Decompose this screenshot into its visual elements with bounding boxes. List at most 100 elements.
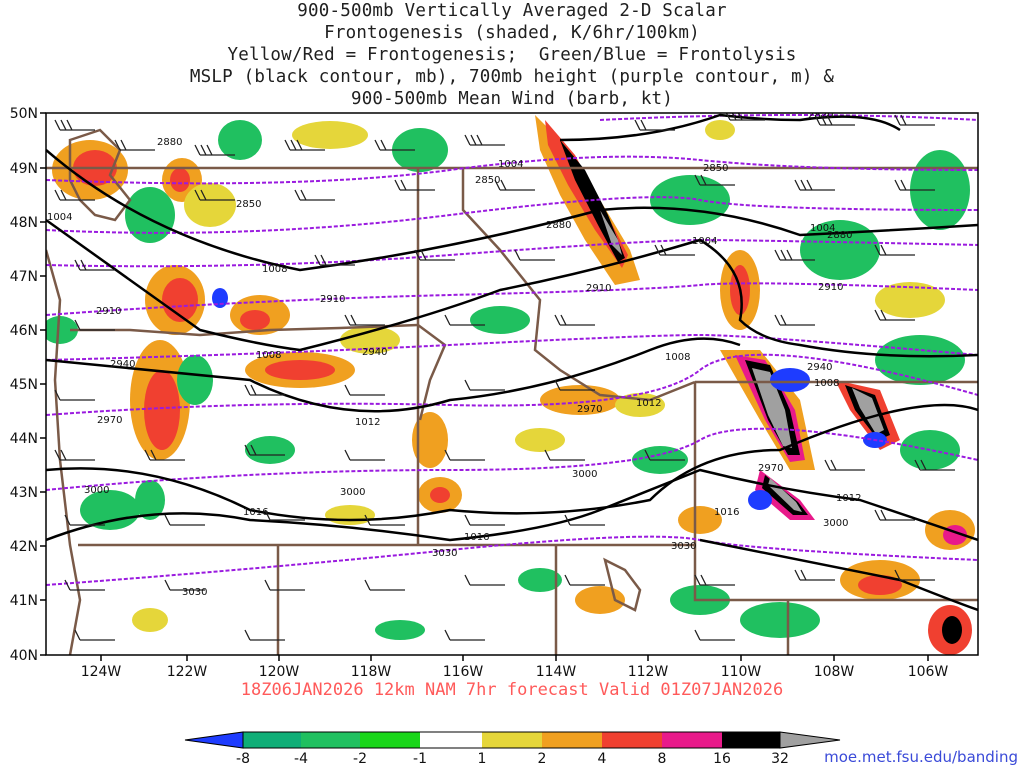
height-label: 2820	[808, 110, 833, 121]
mslp-label: 1016	[714, 507, 739, 518]
height-label: 2940	[362, 347, 387, 358]
colorbar-tick: 32	[771, 751, 789, 767]
mslp-label: 1012	[836, 493, 861, 504]
colorbar-segment	[602, 732, 662, 748]
frontogenesis-shading	[46, 115, 975, 655]
height-label: 2880	[546, 220, 571, 231]
height-label: 2970	[577, 404, 602, 415]
height-label: 2910	[818, 282, 843, 293]
height-label: 2970	[758, 463, 783, 474]
lon-label: 124W	[81, 664, 122, 680]
lat-label: 41N	[10, 593, 38, 609]
height-label: 2910	[96, 306, 121, 317]
height-label: 2910	[320, 294, 345, 305]
height-label: 2940	[110, 359, 135, 370]
lon-label: 114W	[536, 664, 577, 680]
colorbar-segment	[482, 732, 542, 748]
mslp-label: 1016	[464, 532, 489, 543]
mslp-label: 1004	[498, 159, 523, 170]
title-line-5: 900-500mb Mean Wind (barb, kt)	[350, 89, 674, 109]
height-label: 2970	[97, 415, 122, 426]
mslp-label: 1016	[243, 507, 268, 518]
colorbar-border	[242, 731, 781, 749]
colorbar-segment	[301, 732, 360, 748]
mslp-label: 1004	[692, 236, 717, 247]
colorbar-segment	[360, 732, 420, 748]
mslp-label: 1012	[636, 398, 661, 409]
title-line-3: Yellow/Red = Frontogenesis; Green/Blue =…	[227, 45, 797, 65]
colorbar-tick: -2	[353, 751, 367, 767]
lat-label: 40N	[10, 648, 38, 664]
mslp-label: 1008	[814, 378, 839, 389]
height-label: 2910	[586, 283, 611, 294]
lat-label: 43N	[10, 485, 38, 501]
height-label: 2850	[703, 163, 728, 174]
height-label: 3000	[84, 485, 109, 496]
mslp-label: 1008	[256, 350, 281, 361]
colorbar: -8 -4 -2 -1 1 2 4 8 16 32	[184, 731, 841, 767]
lat-label: 48N	[10, 215, 38, 231]
lon-label: 116W	[443, 664, 484, 680]
lat-label: 46N	[10, 323, 38, 339]
lon-label: 112W	[628, 664, 669, 680]
mslp-label: 1004	[47, 212, 72, 223]
colorbar-tick: -4	[294, 751, 308, 767]
longitude-labels: 124W 122W 120W 118W 116W 114W 112W 110W …	[81, 664, 949, 680]
colorbar-segment	[542, 732, 602, 748]
lon-label: 108W	[814, 664, 855, 680]
height-label: 3000	[823, 518, 848, 529]
colorbar-segment	[662, 732, 722, 748]
mslp-label: 1004	[810, 223, 835, 234]
title-line-1: 900-500mb Vertically Averaged 2-D Scalar	[297, 1, 727, 21]
lon-label: 110W	[721, 664, 762, 680]
lat-label: 44N	[10, 431, 38, 447]
colorbar-tick: 4	[598, 751, 607, 767]
height-label: 2880	[827, 230, 852, 241]
colorbar-tick: 8	[658, 751, 667, 767]
title-line-4: MSLP (black contour, mb), 700mb height (…	[189, 67, 835, 87]
height-label: 3030	[432, 548, 457, 559]
axis-ticks	[40, 112, 929, 661]
colorbar-max-arrow	[779, 731, 841, 749]
wind-barbs	[54, 113, 955, 641]
map-title: 900-500mb Vertically Averaged 2-D Scalar…	[0, 0, 1024, 110]
height-labels: 2820 2850 2850 2850 2880 2880 2880 2910 …	[84, 110, 852, 598]
map-layers: 1004 1004 1004 1008 1004 1008 1008 1008 …	[46, 110, 978, 655]
colorbar-tick: -1	[413, 751, 427, 767]
mslp-label: 1008	[665, 352, 690, 363]
forecast-valid-time: 18Z06JAN2026 12km NAM 7hr forecast Valid…	[240, 680, 784, 700]
colorbar-tick: 16	[713, 751, 731, 767]
colorbar-segment	[420, 732, 482, 748]
height-label: 2850	[236, 199, 261, 210]
colorbar-tick: 1	[478, 751, 487, 767]
lat-label: 42N	[10, 539, 38, 555]
title-line-2: Frontogenesis (shaded, K/6hr/100km)	[324, 23, 700, 43]
colorbar-segment	[722, 732, 780, 748]
height-label: 2940	[807, 362, 832, 373]
mslp-contours	[46, 113, 978, 612]
lat-label: 49N	[10, 161, 38, 177]
height-label: 3030	[182, 587, 207, 598]
latitude-labels: 50N 49N 48N 47N 46N 45N 44N 43N 42N 41N …	[10, 106, 38, 664]
height-label: 2850	[475, 175, 500, 186]
height-label: 3000	[340, 487, 365, 498]
height-label: 2880	[157, 137, 182, 148]
lat-label: 47N	[10, 269, 38, 285]
mslp-label: 1012	[355, 417, 380, 428]
mslp-labels: 1004 1004 1004 1008 1004 1008 1008 1008 …	[47, 159, 861, 543]
state-borders	[46, 128, 978, 655]
lon-label: 120W	[259, 664, 300, 680]
mslp-label: 1008	[262, 264, 287, 275]
height-label: 3000	[572, 469, 597, 480]
lon-label: 122W	[167, 664, 208, 680]
height-label: 3030	[671, 541, 696, 552]
colorbar-tick: -8	[236, 751, 250, 767]
lat-label: 50N	[10, 106, 38, 122]
colorbar-segment	[243, 732, 301, 748]
colorbar-min-arrow	[184, 731, 244, 749]
source-credit: moe.met.fsu.edu/banding	[824, 748, 1018, 766]
colorbar-tick: 2	[538, 751, 547, 767]
lon-label: 118W	[351, 664, 392, 680]
lon-label: 106W	[908, 664, 949, 680]
